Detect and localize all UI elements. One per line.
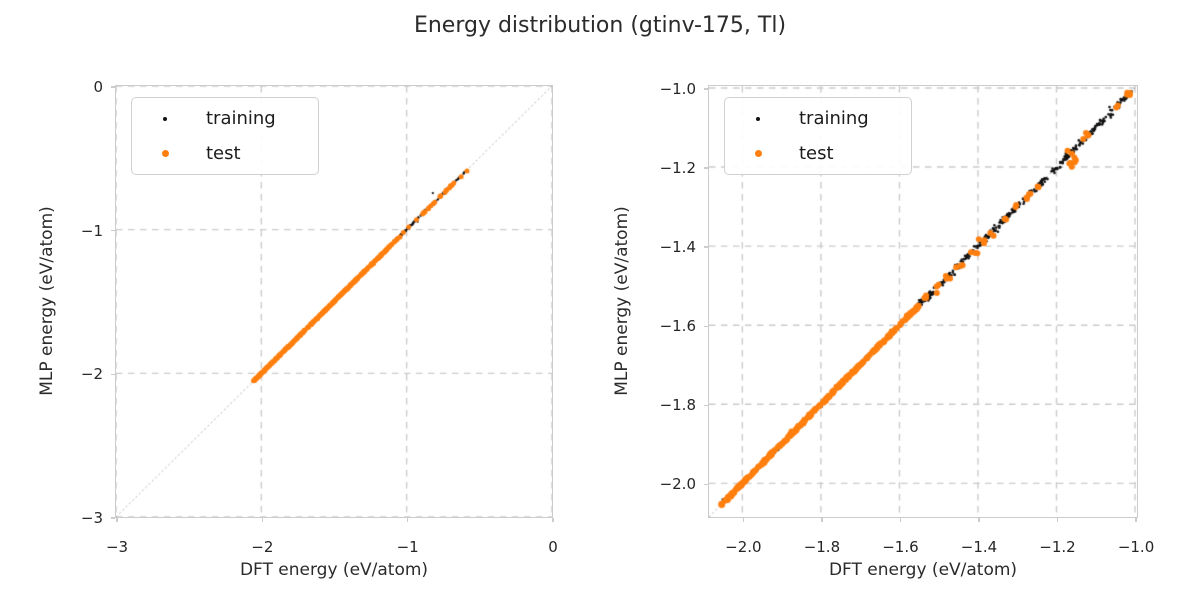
test-marker-icon — [158, 150, 172, 157]
legend-label-training: training — [799, 108, 869, 129]
y-tick-mark — [704, 325, 708, 327]
x-tick-mark — [406, 518, 409, 522]
y-tick-label: −2.0 — [659, 475, 696, 494]
y-tick-label: −1.6 — [659, 317, 696, 336]
legend-item-training: training — [132, 101, 318, 136]
right-scatter-plot: training test — [708, 85, 1138, 518]
y-tick-label: 0 — [93, 78, 103, 96]
legend-item-test: test — [132, 136, 318, 171]
y-tick-mark — [704, 483, 708, 486]
y-tick-mark — [704, 167, 708, 169]
legend-left: training test — [131, 97, 319, 175]
left-scatter-plot: training test — [115, 85, 553, 518]
x-axis-label-right: DFT energy (eV/atom) — [828, 560, 1018, 580]
x-tick-mark — [821, 518, 823, 522]
x-tick-label: −1.0 — [1117, 538, 1155, 556]
x-tick-mark — [116, 518, 118, 522]
x-tick-mark — [899, 518, 902, 522]
legend-item-training: training — [725, 101, 911, 136]
x-axis-label-left: DFT energy (eV/atom) — [239, 560, 429, 580]
y-tick-label: −1.4 — [659, 238, 696, 257]
legend-label-training: training — [206, 108, 276, 129]
legend-right: training test — [724, 97, 912, 175]
x-tick-mark — [978, 518, 980, 522]
x-tick-label: −1 — [396, 538, 419, 556]
test-marker-icon — [751, 150, 765, 157]
y-tick-mark — [704, 88, 708, 90]
x-tick-mark — [742, 518, 745, 522]
x-tick-mark — [1135, 518, 1137, 522]
y-tick-mark — [704, 404, 708, 406]
y-tick-mark — [111, 517, 115, 519]
y-tick-label: −2 — [80, 365, 103, 384]
legend-label-test: test — [206, 143, 241, 164]
x-tick-label: −1.6 — [882, 538, 919, 556]
legend-item-test: test — [725, 136, 911, 171]
y-tick-label: −1.2 — [659, 159, 696, 178]
x-tick-label: −2.0 — [725, 538, 762, 556]
y-tick-label: −3 — [80, 509, 103, 527]
x-tick-label: −3 — [105, 538, 129, 556]
x-tick-mark — [552, 518, 554, 522]
y-tick-mark — [111, 86, 115, 88]
y-axis-label-right: MLP energy (eV/atom) — [612, 206, 632, 396]
y-tick-mark — [111, 229, 115, 232]
x-tick-label: −1.8 — [803, 538, 841, 556]
legend-label-test: test — [799, 143, 834, 164]
y-tick-label: −1.0 — [659, 79, 696, 98]
y-tick-label: −1 — [80, 221, 103, 240]
training-marker-icon — [751, 116, 765, 121]
x-tick-label: −1.4 — [960, 538, 998, 556]
x-tick-mark — [261, 518, 264, 522]
y-tick-mark — [704, 246, 708, 248]
figure-title: Energy distribution (gtinv-175, Tl) — [413, 13, 787, 38]
x-tick-label: −2 — [251, 538, 274, 556]
y-tick-label: −1.8 — [659, 396, 696, 415]
x-tick-mark — [1056, 518, 1059, 522]
x-tick-label: 0 — [548, 538, 558, 556]
y-tick-mark — [111, 373, 115, 376]
training-marker-icon — [158, 116, 172, 121]
x-tick-label: −1.2 — [1039, 538, 1076, 556]
